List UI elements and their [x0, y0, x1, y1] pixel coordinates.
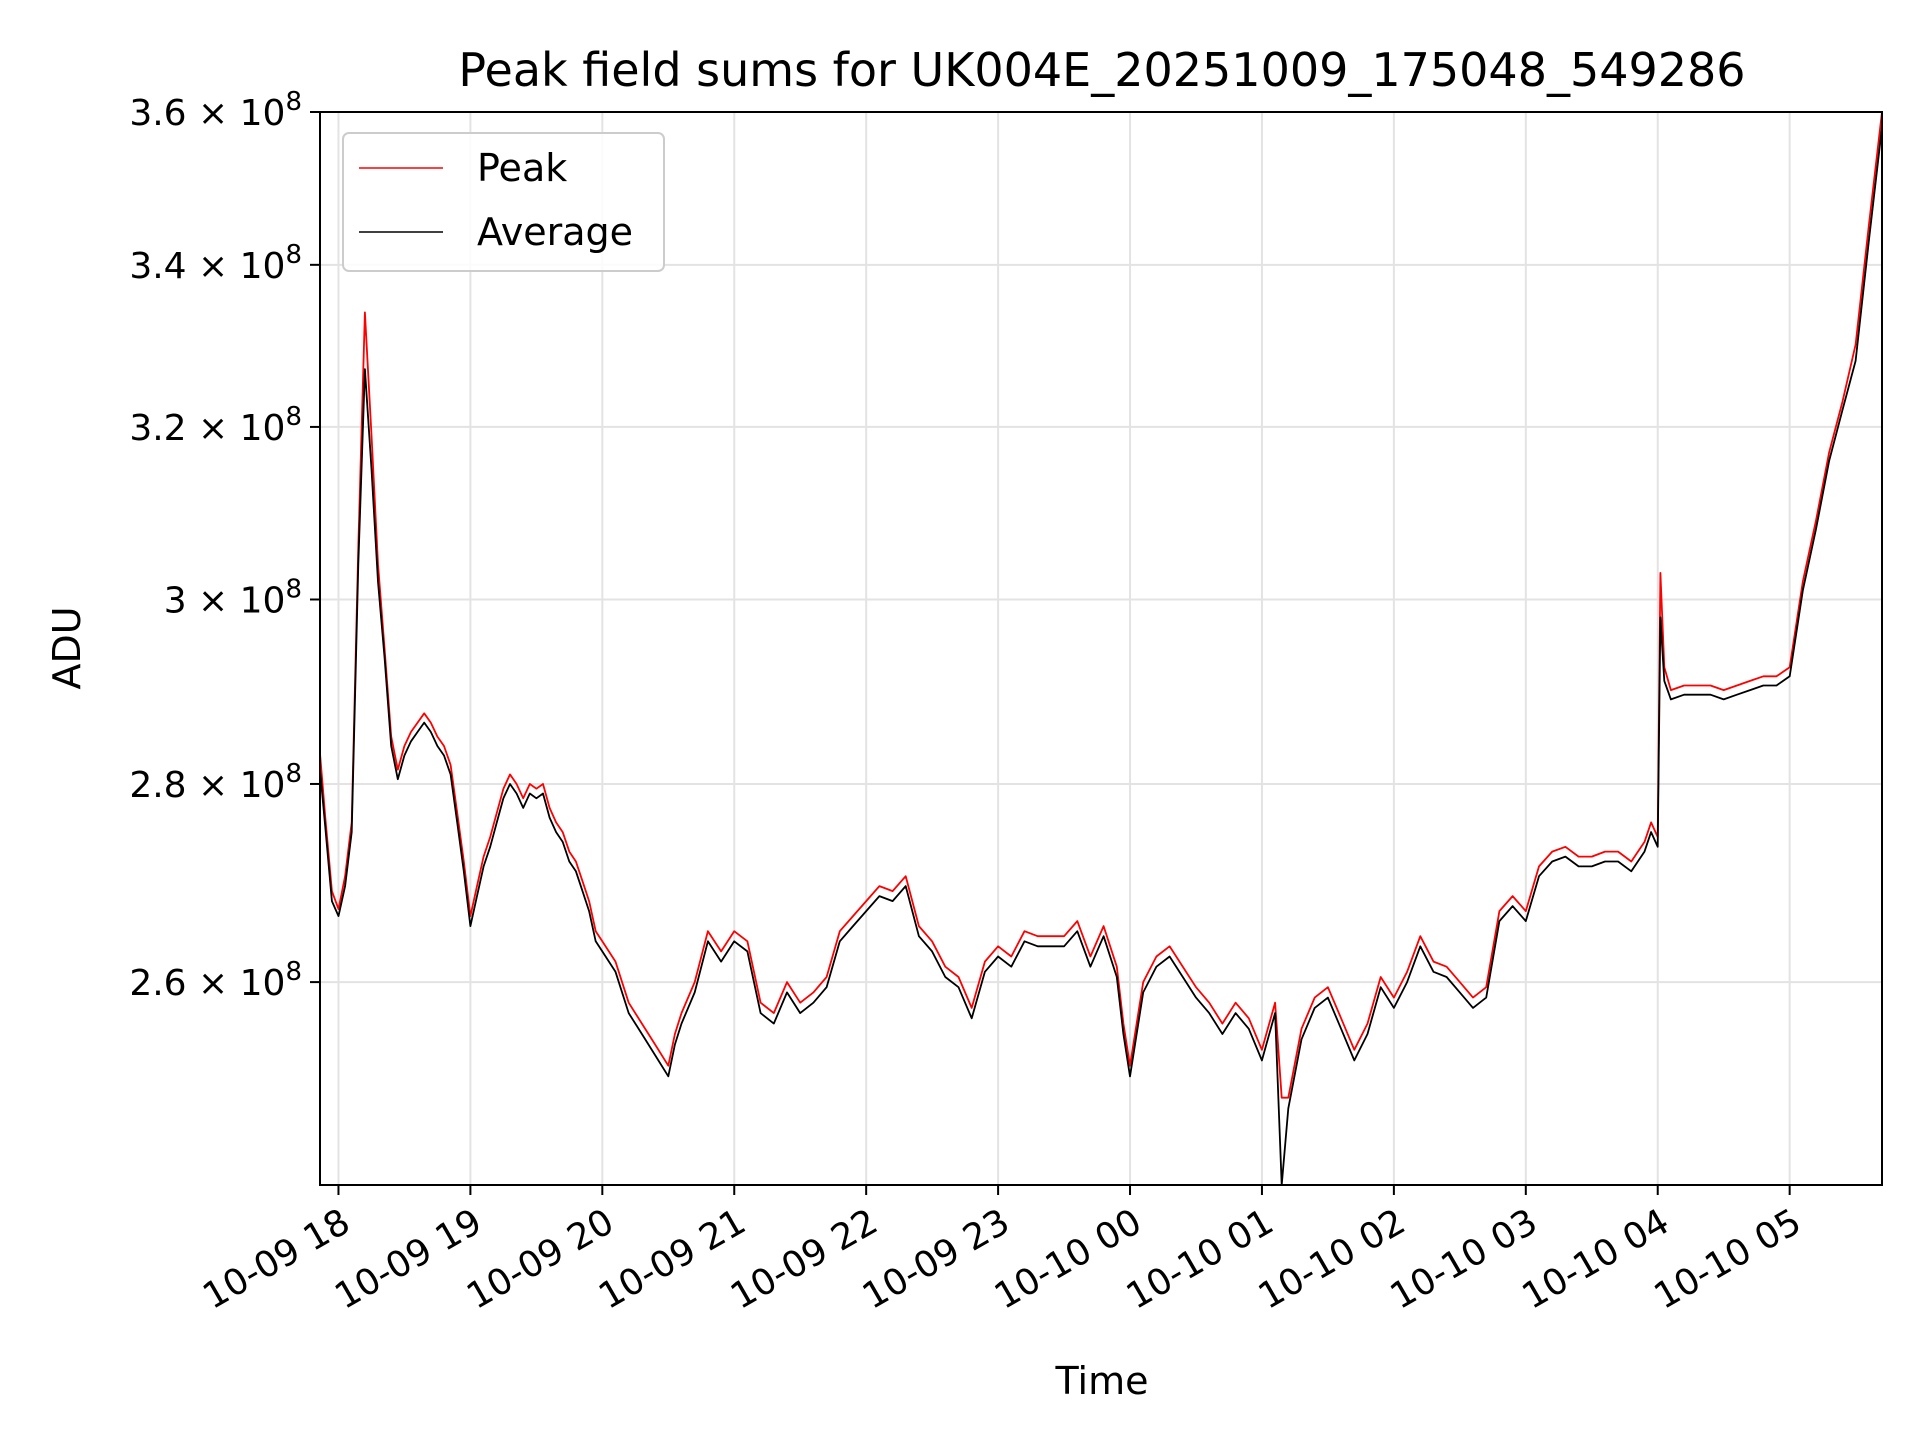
- chart-title: Peak field sums for UK004E_20251009_1750…: [458, 43, 1745, 97]
- plot-background: [320, 112, 1882, 1185]
- plot-frame: [319, 111, 1883, 1186]
- series-layer: [319, 111, 1883, 1186]
- y-tick-label: 3 × 108: [164, 574, 302, 621]
- legend-label-average: Average: [477, 210, 633, 254]
- legend: Peak Average: [342, 132, 665, 272]
- plot-area: [319, 111, 1883, 1186]
- legend-label-peak: Peak: [477, 146, 567, 190]
- grid-lines: [320, 111, 1882, 1185]
- y-tick-label: 2.6 × 108: [129, 957, 302, 1004]
- y-tick-label: 3.4 × 108: [129, 240, 302, 287]
- peak-line: [319, 111, 1883, 1099]
- y-axis-label: ADU: [45, 606, 89, 689]
- x-axis-label: Time: [1055, 1359, 1149, 1403]
- y-tick-label: 3.6 × 108: [129, 87, 302, 134]
- y-tick-label: 2.8 × 108: [129, 759, 302, 806]
- y-axis: 2.6 × 108 2.8 × 108 3 × 108 3.2 × 108 3.4 × …: [129, 87, 320, 1004]
- y-tick-label: 3.2 × 108: [129, 402, 302, 449]
- average-line: [319, 126, 1883, 1186]
